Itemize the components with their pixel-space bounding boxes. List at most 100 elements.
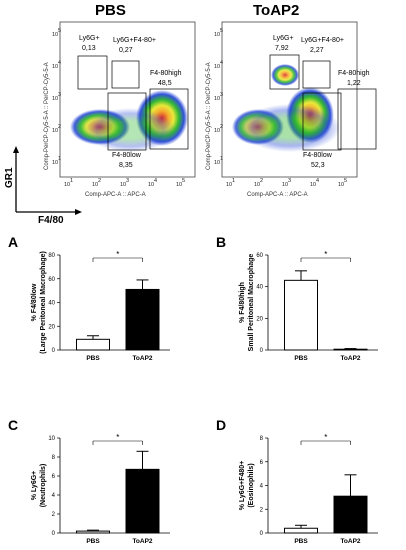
flow-title-pbs: PBS <box>95 2 126 19</box>
gate-ly6g-f480 <box>111 60 140 89</box>
x-axis-label: Comp-APC-A :: APC-A <box>85 192 146 198</box>
gate-ly6g <box>77 55 108 90</box>
svg-text:10: 10 <box>52 128 58 134</box>
y-axis-label-2: (Large Peritoneal Macrophage) <box>40 251 47 354</box>
bar <box>76 530 110 534</box>
flow-title-toap2: ToAP2 <box>253 2 300 19</box>
svg-text:2: 2 <box>220 124 223 130</box>
gate-label: Ly6G+F4-80+ <box>301 37 344 44</box>
gate-value: 48,5 <box>158 80 172 87</box>
y-tick-label: 80 <box>48 253 55 259</box>
svg-text:10: 10 <box>52 32 58 38</box>
svg-text:1: 1 <box>58 156 61 162</box>
y-tick-label: 6 <box>260 460 264 466</box>
gate-label: Ly6G+ <box>273 35 294 42</box>
svg-text:10: 10 <box>52 64 58 70</box>
y-tick-label: 40 <box>256 285 263 291</box>
axis-legend: GR1 F4/80 <box>4 146 82 225</box>
svg-text:5: 5 <box>344 178 347 184</box>
category-label: PBS <box>294 538 308 545</box>
gate-f480-high <box>149 88 189 150</box>
category-label: ToAP2 <box>132 538 152 545</box>
svg-text:2: 2 <box>260 178 263 184</box>
scatter-density <box>240 104 340 152</box>
svg-text:1: 1 <box>220 156 223 162</box>
svg-text:10: 10 <box>92 182 98 188</box>
gate-value: 7,92 <box>275 45 289 52</box>
panel-label: D <box>216 417 226 433</box>
y-axis-label-2: (Eosinophils) <box>248 463 255 507</box>
gate-value: 52,3 <box>311 162 325 169</box>
flow-panel-toap2: Ly6G+ 7,92 Ly6G+F4-80+ 2,27 F4-80high 1,… <box>206 21 377 198</box>
category-label: PBS <box>294 355 308 362</box>
x-axis-label: Comp-APC-A :: APC-A <box>247 192 308 198</box>
significance-star: * <box>324 433 327 442</box>
category-label: ToAP2 <box>340 355 360 362</box>
legend-f480: F4/80 <box>38 215 64 225</box>
y-tick-label: 0 <box>260 531 264 537</box>
gate-value: 1,22 <box>347 80 361 87</box>
significance-star: * <box>324 250 327 259</box>
bar <box>284 279 318 351</box>
y-tick-label: 60 <box>256 253 263 259</box>
gate-label: F4-80high <box>338 70 370 77</box>
flow-plots: Ly6G+ 0,13 Ly6G+F4-80+ 0,27 F4-80high 48… <box>4 21 377 225</box>
y-tick-label: 0 <box>52 531 56 537</box>
svg-text:4: 4 <box>316 178 319 184</box>
svg-text:10: 10 <box>214 160 220 166</box>
gate-label: F4-80high <box>150 70 182 77</box>
scatter-density <box>271 64 299 86</box>
panel-label: B <box>216 234 226 250</box>
gate-label: Ly6G+ <box>79 35 100 42</box>
y-tick-label: 8 <box>52 455 56 461</box>
y-ticks: 105 104 103 102 101 <box>214 28 223 166</box>
svg-text:10: 10 <box>52 160 58 166</box>
y-axis-label: % Ly6G+F480+ <box>239 461 246 511</box>
bar <box>125 468 160 534</box>
gate-label: F4-80low <box>112 152 142 159</box>
y-tick-label: 40 <box>48 301 55 307</box>
gate-f480-low <box>302 92 342 151</box>
flow-panel-pbs: Ly6G+ 0,13 Ly6G+F4-80+ 0,27 F4-80high 48… <box>44 21 196 198</box>
svg-text:10: 10 <box>310 182 316 188</box>
y-tick-label: 0 <box>260 348 264 354</box>
svg-text:3: 3 <box>126 178 129 184</box>
svg-text:10: 10 <box>64 182 70 188</box>
svg-text:4: 4 <box>154 178 157 184</box>
category-label: ToAP2 <box>132 355 152 362</box>
svg-text:3: 3 <box>288 178 291 184</box>
svg-text:10: 10 <box>214 96 220 102</box>
y-axis-label-2: (Neutrophils) <box>40 464 47 508</box>
y-tick-label: 8 <box>260 436 264 442</box>
bar <box>76 338 110 351</box>
svg-text:4: 4 <box>58 60 61 66</box>
gate-f480-high <box>337 88 377 150</box>
panel-label: C <box>8 417 18 433</box>
legend-gr1: GR1 <box>4 167 15 188</box>
svg-text:1: 1 <box>232 178 235 184</box>
svg-text:10: 10 <box>148 182 154 188</box>
gate-value: 8,35 <box>119 162 133 169</box>
y-tick-label: 60 <box>48 277 55 283</box>
gate-ly6g <box>269 54 300 90</box>
bar <box>333 348 368 351</box>
svg-text:10: 10 <box>120 182 126 188</box>
y-tick-label: 2 <box>260 507 264 513</box>
y-tick-label: 20 <box>256 316 263 322</box>
gate-label: F4-80low <box>303 152 333 159</box>
y-tick-label: 20 <box>48 324 55 330</box>
category-label: ToAP2 <box>340 538 360 545</box>
y-tick-label: 10 <box>48 436 55 442</box>
bar <box>333 495 368 534</box>
svg-text:10: 10 <box>176 182 182 188</box>
svg-text:10: 10 <box>226 182 232 188</box>
y-tick-label: 2 <box>52 512 56 518</box>
svg-text:10: 10 <box>214 64 220 70</box>
y-tick-label: 0 <box>52 348 56 354</box>
bar <box>284 527 318 534</box>
y-axis-label: % F4/80low <box>31 283 38 321</box>
svg-text:4: 4 <box>220 60 223 66</box>
y-axis-label: % Ly6G+ <box>31 471 38 501</box>
svg-text:3: 3 <box>220 92 223 98</box>
